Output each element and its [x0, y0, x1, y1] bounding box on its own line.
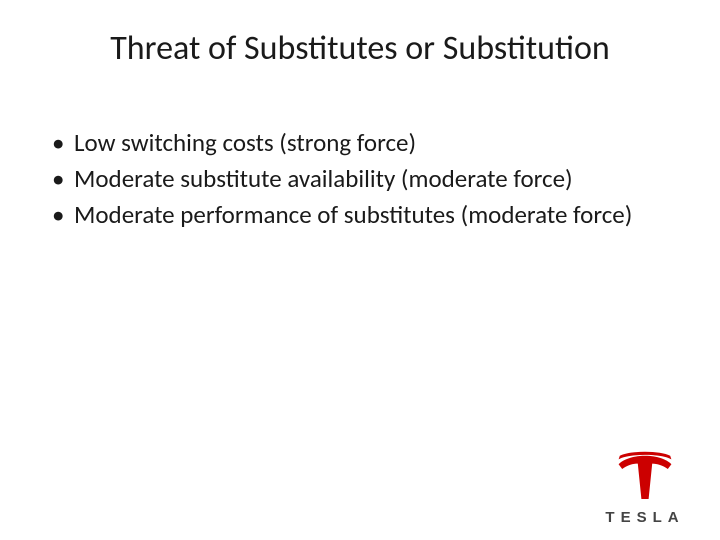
tesla-t-icon [615, 445, 675, 505]
slide-title: Threat of Substitutes or Substitution [0, 28, 720, 69]
list-item: Low switching costs (strong force) [48, 128, 672, 158]
tesla-wordmark: TESLA [590, 509, 700, 526]
slide-body: Low switching costs (strong force) Moder… [48, 128, 672, 236]
tesla-logo: TESLA [590, 445, 700, 526]
list-item: Moderate substitute availability (modera… [48, 164, 672, 194]
slide: Threat of Substitutes or Substitution Lo… [0, 0, 720, 540]
bullet-list: Low switching costs (strong force) Moder… [48, 128, 672, 230]
list-item: Moderate performance of substitutes (mod… [48, 200, 672, 230]
